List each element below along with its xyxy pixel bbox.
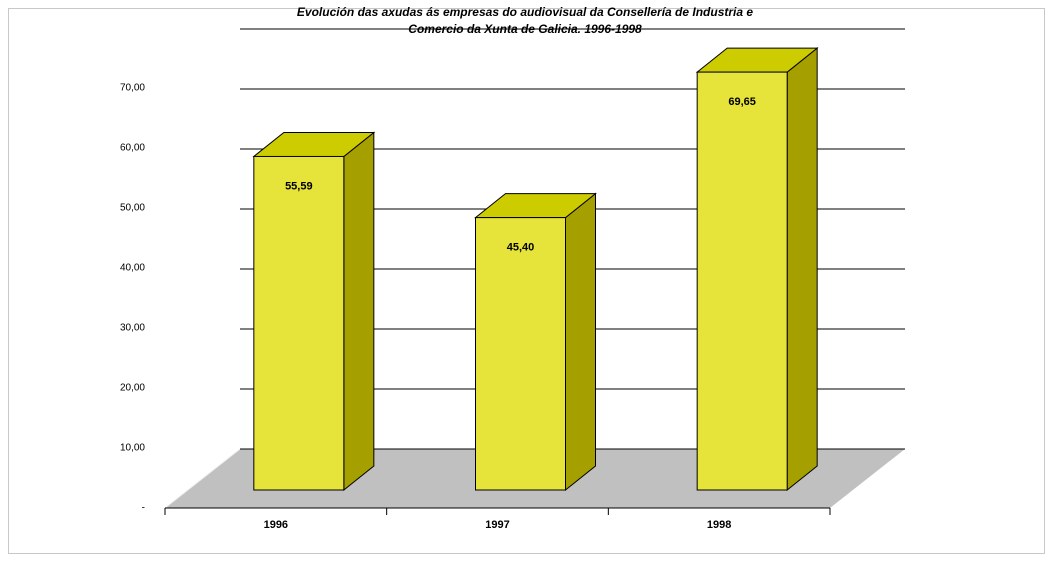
x-tick-label: 1996 (264, 519, 288, 531)
y-tick-label: 10,00 (120, 443, 145, 454)
bar-side (343, 131, 375, 492)
y-tick-label: 50,00 (120, 203, 145, 214)
x-tick-label: 1998 (707, 519, 731, 531)
bar (253, 155, 345, 491)
bar (696, 71, 788, 491)
chart-title: Evolución das axudas ás empresas do audi… (297, 5, 753, 19)
y-tick-label: 20,00 (120, 383, 145, 394)
data-label: 69,65 (728, 96, 756, 108)
wall-edge (164, 448, 241, 509)
data-label: 55,59 (285, 180, 313, 192)
data-label: 45,40 (507, 242, 535, 254)
bar-side (786, 47, 818, 492)
y-tick-label: 30,00 (120, 323, 145, 334)
bar-side (565, 192, 596, 492)
y-tick-label: - (142, 503, 145, 514)
y-tick-label: 60,00 (120, 143, 145, 154)
bar (475, 217, 566, 491)
y-tick-label: 40,00 (120, 263, 145, 274)
y-tick-label: 70,00 (120, 83, 145, 94)
x-tick-label: 1997 (485, 519, 509, 531)
